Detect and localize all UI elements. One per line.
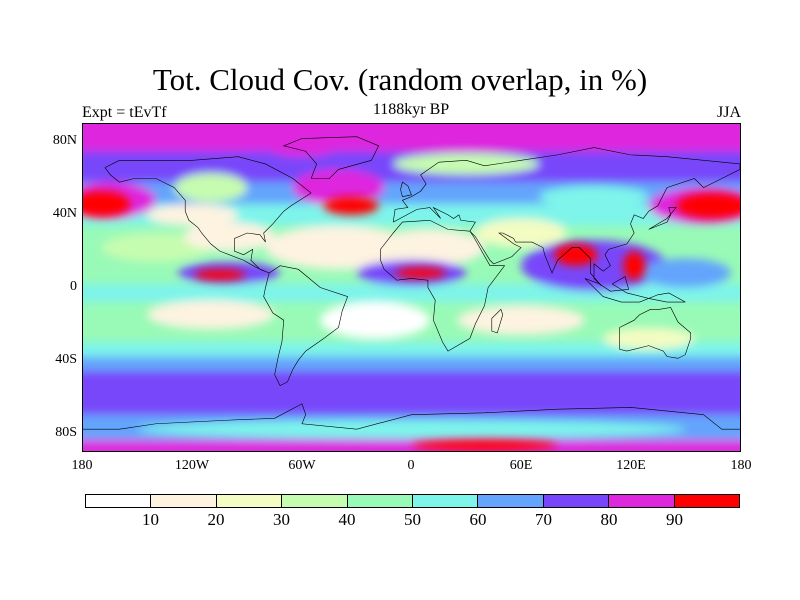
lon-label-180e: 180	[730, 458, 752, 473]
coastline-madagascar	[492, 309, 503, 333]
season-label: JJA	[716, 104, 741, 121]
coastline-japan	[649, 208, 676, 230]
colorbar-swatch	[282, 495, 348, 507]
coastline-antarctica	[83, 404, 740, 429]
coastline-africa	[380, 220, 504, 351]
lat-label-80n: 80N	[52, 133, 77, 148]
lon-label-120e: 120E	[616, 458, 646, 473]
colorbar-swatch	[413, 495, 479, 507]
contour-fills	[83, 124, 740, 451]
colorbar-label: 10	[142, 510, 159, 529]
lat-label-40s: 40S	[55, 352, 77, 367]
colorbar-label: 40	[338, 510, 356, 529]
colorbar-label: 50	[404, 510, 421, 529]
lat-label-40n: 40N	[52, 206, 77, 221]
colorbar-label: 20	[207, 510, 225, 529]
plot-title: Tot. Cloud Cov. (random overlap, in %)	[152, 62, 648, 97]
coastline-greenland	[284, 137, 379, 179]
time-label: 1188kyr BP	[372, 101, 450, 118]
lat-label-0: 0	[70, 279, 77, 294]
colorbar-swatch	[674, 495, 740, 507]
lon-label-60w: 60W	[288, 458, 316, 473]
colorbar-label: 60	[469, 510, 487, 529]
coastline-indonesia	[585, 277, 685, 302]
experiment-label: Expt = tEvTf	[82, 104, 167, 121]
coastline-north-america	[105, 157, 311, 273]
lon-label-60e: 60E	[509, 458, 533, 473]
colorbar	[85, 494, 740, 508]
lon-label-120w: 120W	[174, 458, 210, 473]
colorbar-label: 30	[273, 510, 290, 529]
coastlines	[83, 137, 740, 429]
cloud-cover-map	[82, 123, 741, 452]
colorbar-swatch	[347, 495, 414, 507]
coastline-britain	[401, 182, 412, 197]
map-svg	[83, 124, 740, 451]
colorbar-swatch	[151, 495, 217, 507]
colorbar-swatch	[543, 495, 610, 507]
colorbar-label: 70	[535, 510, 552, 529]
lon-label-180w: 180	[71, 458, 93, 473]
colorbar-swatch	[609, 495, 675, 507]
colorbar-label: 90	[666, 510, 683, 529]
lat-label-80s: 80S	[55, 425, 77, 440]
colorbar-label: 80	[600, 510, 618, 529]
coastline-south-america	[264, 266, 348, 386]
colorbar-swatch	[86, 495, 152, 507]
lon-label-0: 0	[407, 458, 415, 473]
coastline-eurasia	[393, 148, 740, 286]
colorbar-swatch	[478, 495, 544, 507]
colorbar-swatch	[216, 495, 283, 507]
coastline-australia	[620, 307, 691, 358]
